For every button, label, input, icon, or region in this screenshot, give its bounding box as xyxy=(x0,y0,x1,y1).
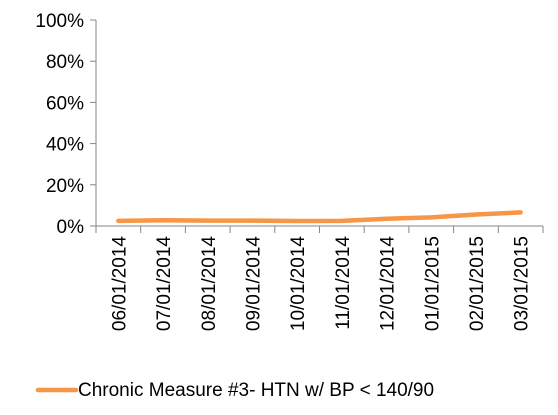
legend-label: Chronic Measure #3- HTN w/ BP < 140/90 xyxy=(78,380,434,401)
x-tick-label: 10/01/2014 xyxy=(288,236,309,332)
series-group xyxy=(116,210,523,224)
x-tick-label: 08/01/2014 xyxy=(199,236,220,332)
x-tick-labels: 06/01/2014 07/01/2014 08/01/2014 09/01/2014… xyxy=(109,236,532,332)
series-line-0 xyxy=(116,210,523,224)
x-tick-label: 06/01/2014 xyxy=(109,236,130,332)
y-tick-labels: 0% 20% 40% 60% 80% 100% xyxy=(35,11,84,238)
x-tick-label: 09/01/2014 xyxy=(243,236,264,332)
x-tick-label: 03/01/2015 xyxy=(512,236,533,331)
y-tick-label: 100% xyxy=(35,11,84,32)
x-tick-label: 07/01/2014 xyxy=(154,236,175,332)
y-tick-label: 60% xyxy=(46,93,84,114)
legend: Chronic Measure #3- HTN w/ BP < 140/90 xyxy=(35,380,434,401)
x-tick-label: 01/01/2015 xyxy=(422,236,443,331)
x-tick-label: 12/01/2014 xyxy=(378,236,399,332)
y-tick-label: 20% xyxy=(46,176,84,197)
y-tick-label: 40% xyxy=(46,135,84,156)
y-tick-label: 0% xyxy=(57,217,85,238)
x-tick-label: 02/01/2015 xyxy=(467,236,488,331)
axes-group xyxy=(90,19,544,233)
x-tick-label: 11/01/2014 xyxy=(333,236,354,330)
y-tick-label: 80% xyxy=(46,52,84,73)
